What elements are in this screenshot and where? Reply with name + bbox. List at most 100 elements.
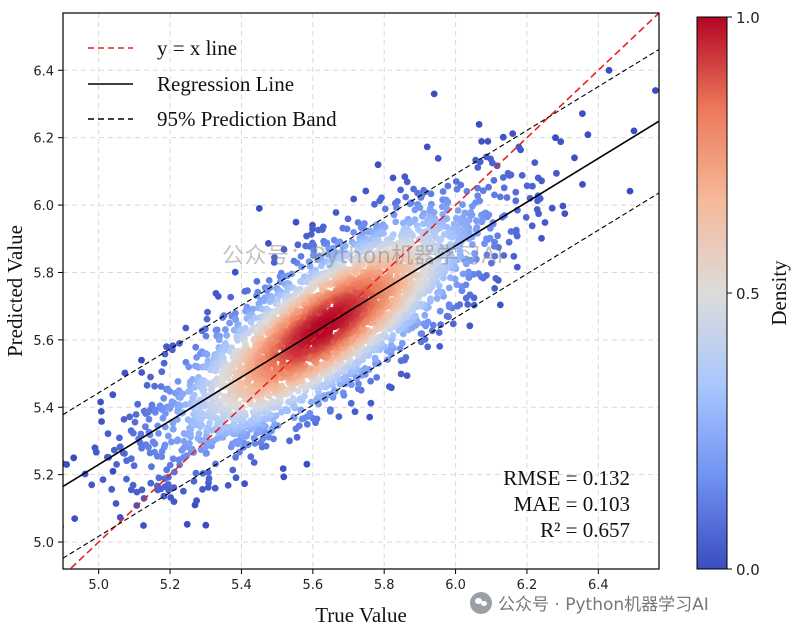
data-point [374,334,382,342]
data-point [354,385,362,393]
data-point [389,332,397,339]
data-point [247,453,255,461]
data-point [158,453,166,461]
y-tick-label: 6.2 [33,132,54,147]
data-point [157,383,165,390]
data-point [213,326,221,334]
data-point [303,420,311,428]
data-point [285,398,292,406]
data-point [438,263,446,270]
data-point [138,356,145,364]
x-tick-label: 5.4 [231,578,252,593]
data-point [420,220,427,228]
data-point [109,391,117,399]
data-point [249,305,257,313]
data-point [445,301,453,308]
data-point [211,484,219,492]
data-point [455,235,463,242]
data-point [380,230,387,237]
data-point [201,325,209,333]
data-point [294,387,302,395]
prediction-band-line [63,48,659,416]
data-point [386,383,393,390]
data-point [49,486,56,493]
data-point [300,392,308,400]
data-point [376,197,384,205]
data-point [294,241,302,249]
data-point [309,285,316,293]
data-point [155,474,163,482]
data-point [439,211,447,218]
data-point [145,415,153,423]
data-point [512,188,520,196]
data-point [151,440,159,448]
y-tick-label: 5.8 [33,266,54,281]
data-point [220,423,228,431]
data-point [584,131,592,139]
data-point [261,414,269,422]
data-point [475,270,482,278]
data-point [162,410,169,417]
data-point [121,450,128,457]
data-point [298,415,306,423]
data-point [271,421,279,428]
data-point [109,467,117,475]
data-point [160,492,168,500]
data-point [371,241,379,248]
data-point [282,405,290,413]
data-point [204,308,211,316]
data-point [187,430,194,438]
data-point [167,494,175,501]
data-point [454,207,462,214]
data-point [161,441,169,449]
data-point [500,184,508,192]
data-point [138,486,146,494]
data-point [630,127,638,135]
data-point [418,212,426,220]
data-point [251,440,259,447]
data-point [499,133,507,141]
y-tick-label: 6.4 [33,64,54,79]
data-point [255,425,263,433]
data-point [282,322,289,330]
data-point [309,252,317,259]
data-point [145,443,152,451]
data-point [126,413,134,421]
data-point [293,433,301,441]
data-point [548,204,556,212]
data-point [399,219,407,227]
data-point [309,414,317,422]
data-point [168,346,176,354]
data-point [169,455,177,463]
data-point [224,482,232,489]
data-point [381,205,389,213]
data-point [453,185,461,193]
data-point [186,440,193,447]
data-point [403,178,411,186]
data-point [445,284,453,292]
data-point [171,468,178,476]
data-point [533,206,541,213]
data-point [414,250,422,258]
x-axis-label: True Value [315,603,407,627]
data-point [402,354,410,361]
data-point [403,372,411,379]
data-point [605,66,613,74]
data-point [265,240,272,247]
legend-label: Regression Line [157,72,294,96]
data-point [112,500,120,507]
data-point [398,339,406,347]
colorbar-tick-label: 1.0 [736,9,760,27]
data-point [392,218,400,226]
data-point [328,252,335,260]
data-point [202,332,210,340]
data-point [259,355,267,362]
colorbar: Density 0.0 0.5 1.0 [696,9,791,579]
data-point [314,256,322,264]
data-point [447,274,454,282]
data-point [396,345,404,352]
data-point [381,262,388,270]
data-point [427,190,435,198]
data-point [211,367,219,375]
data-point [453,214,460,222]
